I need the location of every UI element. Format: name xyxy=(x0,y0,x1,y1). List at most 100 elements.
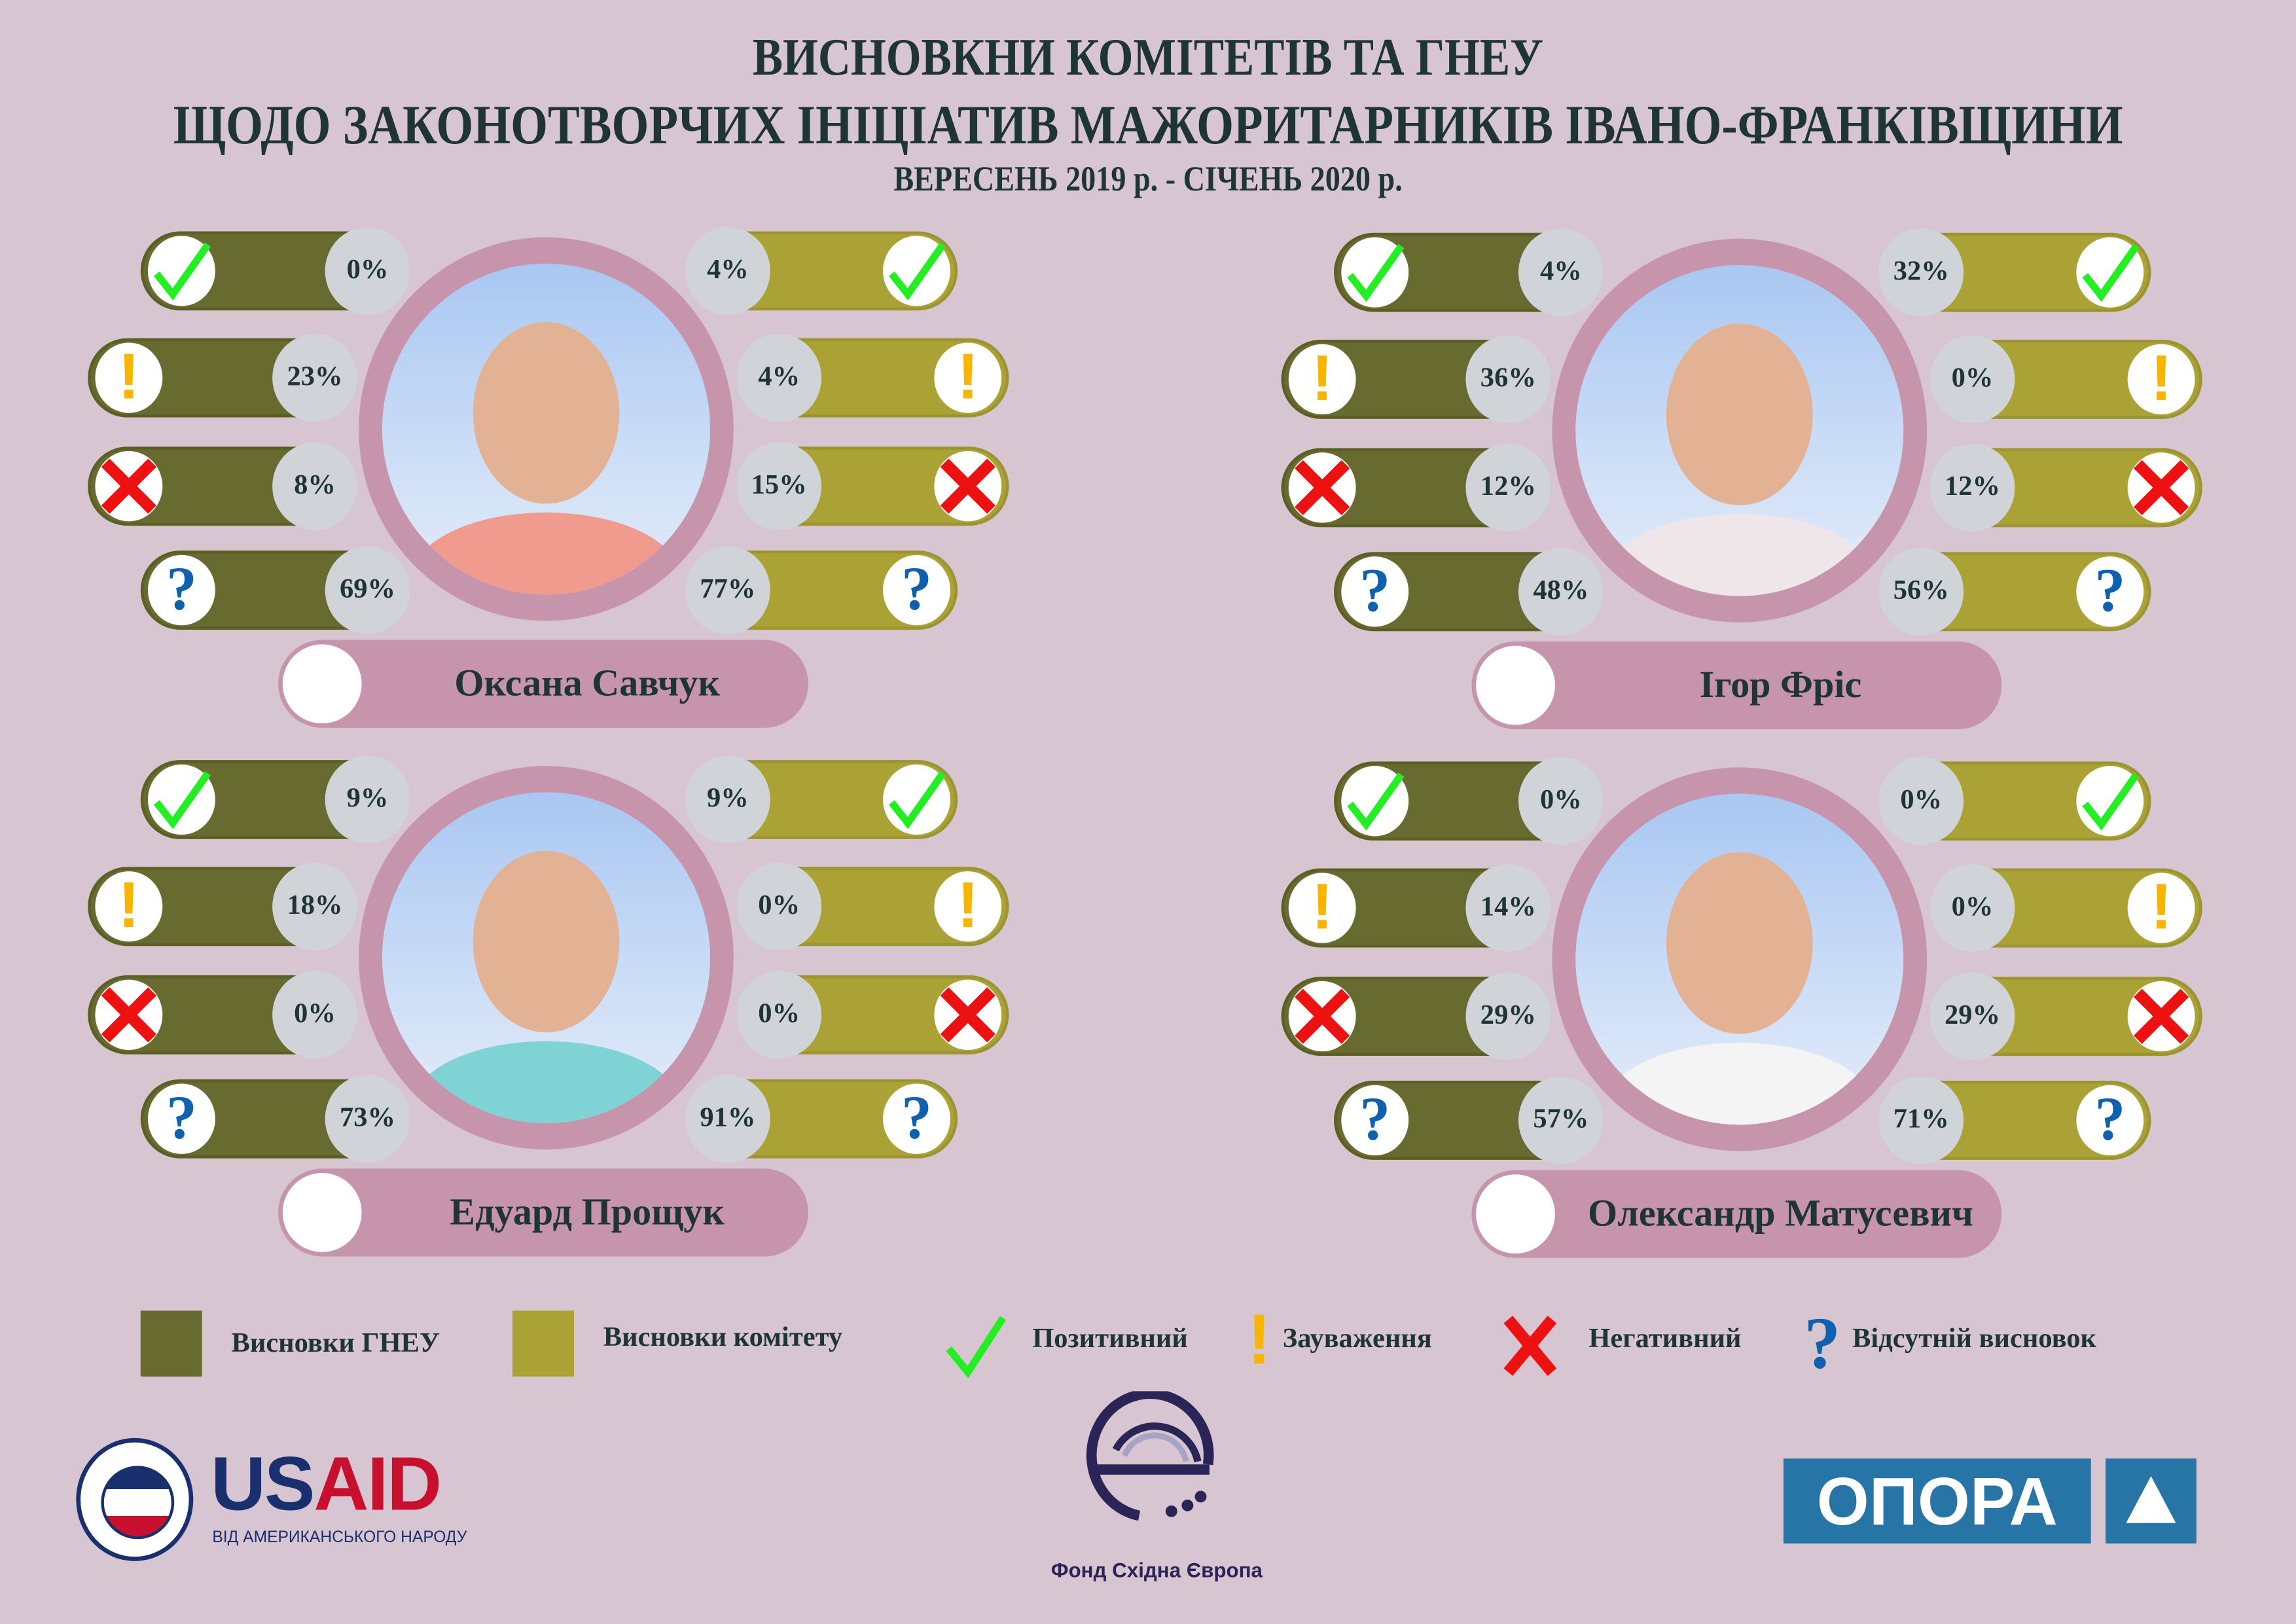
exclamation-icon: ! xyxy=(2150,871,2172,943)
candidate-name: Едуард Прощук xyxy=(450,1190,725,1233)
check-icon xyxy=(153,242,211,300)
question-icon: ? xyxy=(901,1085,932,1153)
triangle-icon xyxy=(2126,1476,2176,1523)
candidate-name: Оксана Савчук xyxy=(454,662,721,705)
gneu-bar-missing: ? 73% xyxy=(140,1075,410,1163)
fond-emblem xyxy=(1086,1388,1214,1521)
gneu-missing-badge: ? xyxy=(147,554,215,626)
gneu-missing-percent: 57% xyxy=(1518,1076,1604,1164)
exclamation-icon: ! xyxy=(2150,342,2172,415)
gneu-bar-missing: ? 57% xyxy=(1334,1076,1604,1164)
committee-remarks-percent: 0% xyxy=(736,862,822,950)
check-icon xyxy=(2082,772,2140,831)
committee-missing-percent: 91% xyxy=(685,1075,770,1163)
name-dot xyxy=(282,644,362,724)
check-icon xyxy=(153,771,211,829)
committee-remarks-badge: ! xyxy=(934,869,1002,942)
committee-bar-missing: 77% ? xyxy=(685,546,958,634)
gneu-remarks-percent: 18% xyxy=(272,862,357,950)
committee-missing-badge: ? xyxy=(883,1083,950,1154)
committee-positive-badge xyxy=(2076,237,2144,308)
portrait-frame xyxy=(1552,238,1928,623)
committee-negative-badge xyxy=(2127,981,2195,1052)
exclamation-icon: ! xyxy=(1247,1301,1271,1380)
gneu-negative-badge xyxy=(95,979,163,1051)
gneu-negative-badge xyxy=(1288,981,1356,1052)
opora-triangle-box xyxy=(2106,1458,2197,1544)
gneu-bar-negative: 12% xyxy=(1281,443,1551,532)
committee-bar-remarks: 0% ! xyxy=(736,862,1009,950)
portrait-photo xyxy=(382,792,711,1123)
gneu-bar-remarks: ! 23% xyxy=(88,334,357,422)
exclamation-icon: ! xyxy=(118,341,140,413)
gneu-remarks-badge: ! xyxy=(1288,871,1356,943)
committee-remarks-badge: ! xyxy=(934,341,1002,413)
cross-icon xyxy=(940,987,996,1043)
name-dot xyxy=(282,1172,362,1252)
committee-positive-badge xyxy=(883,236,950,306)
legend-negative-label: Негативний xyxy=(1588,1324,1742,1355)
committee-missing-badge: ? xyxy=(2076,556,2144,627)
candidate-panel: 4% 32% ! 36% 0% ! 12% 12% ? 48% 56% ? Іг… xyxy=(1281,228,2219,738)
committee-positive-badge xyxy=(2076,766,2144,837)
committee-remarks-percent: 0% xyxy=(1929,863,2015,952)
gneu-missing-percent: 69% xyxy=(325,546,410,634)
usaid-wordmark: USAID xyxy=(211,1442,442,1528)
committee-bar-positive: 0% xyxy=(1878,757,2151,845)
committee-positive-percent: 32% xyxy=(1878,228,1964,317)
committee-negative-percent: 0% xyxy=(736,971,822,1059)
committee-negative-badge xyxy=(934,451,1002,522)
gneu-bar-remarks: ! 14% xyxy=(1281,863,1551,952)
committee-bar-missing: 56% ? xyxy=(1878,547,2151,636)
committee-bar-negative: 12% xyxy=(1929,443,2202,532)
legend-gneu-label: Висновки ГНЕУ xyxy=(231,1328,440,1360)
title-line1: ВИСНОВКНИ КОМІТЕТІВ ТА ГНЕУ xyxy=(752,27,1544,86)
exclamation-icon: ! xyxy=(957,869,979,942)
cross-icon xyxy=(1295,988,1350,1044)
gneu-bar-negative: 29% xyxy=(1281,972,1551,1060)
exclamation-icon: ! xyxy=(118,869,140,942)
committee-negative-percent: 12% xyxy=(1929,443,2015,532)
candidate-name-pill: Едуард Прощук xyxy=(278,1168,808,1257)
question-icon: ? xyxy=(166,1085,197,1153)
cross-icon xyxy=(101,458,156,514)
name-dot xyxy=(1476,1174,1555,1254)
committee-negative-percent: 15% xyxy=(736,442,822,530)
check-icon xyxy=(2082,244,2140,302)
candidate-name: Олександр Матусевич xyxy=(1587,1192,1973,1235)
legend-committee-label: Висновки комітету xyxy=(603,1322,843,1354)
gneu-positive-badge xyxy=(147,236,215,306)
committee-bar-remarks: 0% ! xyxy=(1929,335,2202,424)
usaid-seal xyxy=(76,1437,194,1561)
gneu-bar-missing: ? 69% xyxy=(140,546,410,634)
exclamation-icon: ! xyxy=(957,341,979,413)
committee-bar-negative: 0% xyxy=(736,971,1009,1059)
gneu-positive-badge xyxy=(1341,766,1409,837)
committee-bar-negative: 29% xyxy=(1929,972,2202,1060)
gneu-positive-percent: 9% xyxy=(325,755,410,844)
cross-icon xyxy=(1503,1315,1557,1376)
portrait-frame xyxy=(1552,767,1928,1151)
gneu-positive-badge xyxy=(1341,237,1409,308)
question-icon: ? xyxy=(1804,1301,1841,1384)
portrait-frame xyxy=(359,237,734,621)
gneu-bar-negative: 8% xyxy=(88,442,357,530)
gneu-missing-badge: ? xyxy=(1341,1085,1409,1156)
name-dot xyxy=(1476,645,1555,725)
portrait-photo xyxy=(1575,264,1904,596)
gneu-positive-percent: 0% xyxy=(325,226,410,315)
question-icon: ? xyxy=(1359,558,1391,626)
question-icon: ? xyxy=(166,556,197,624)
gneu-negative-percent: 8% xyxy=(272,442,357,530)
committee-bar-positive: 9% xyxy=(685,755,958,844)
check-icon xyxy=(1347,244,1405,302)
committee-negative-percent: 29% xyxy=(1929,972,2015,1060)
exclamation-icon: ! xyxy=(1311,871,1333,943)
gneu-bar-negative: 0% xyxy=(88,971,357,1059)
committee-bar-missing: 91% ? xyxy=(685,1075,958,1163)
committee-remarks-badge: ! xyxy=(2127,342,2195,415)
check-icon xyxy=(946,1316,1006,1379)
exclamation-icon: ! xyxy=(1311,342,1333,415)
committee-remarks-percent: 4% xyxy=(736,334,822,422)
gneu-negative-percent: 29% xyxy=(1465,972,1551,1060)
